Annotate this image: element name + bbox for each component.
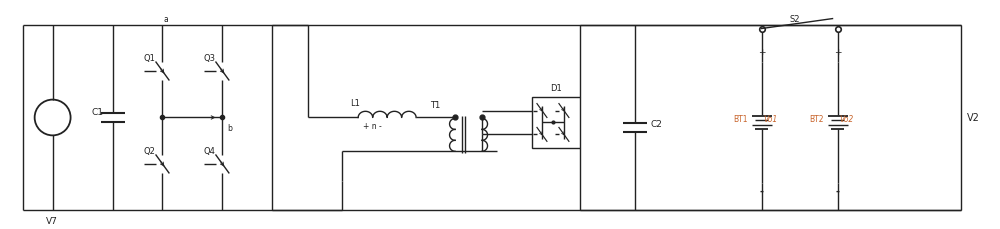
Text: Vo1: Vo1 — [764, 115, 778, 124]
Text: +: + — [758, 48, 765, 57]
Text: Vo2: Vo2 — [840, 115, 854, 124]
Text: C1: C1 — [92, 107, 104, 116]
Text: V2: V2 — [967, 113, 980, 123]
Text: Q2: Q2 — [143, 146, 155, 155]
Text: BT1: BT1 — [733, 115, 748, 124]
Text: V7: V7 — [46, 216, 58, 225]
Text: Q4: Q4 — [203, 146, 215, 155]
Text: L1: L1 — [350, 99, 360, 108]
Text: -: - — [760, 186, 764, 196]
Text: -: - — [836, 186, 840, 196]
Text: D1: D1 — [550, 83, 562, 92]
Text: + n -: + n - — [363, 121, 382, 130]
Text: Q3: Q3 — [203, 54, 215, 63]
Text: +: + — [834, 48, 841, 57]
Text: b: b — [227, 124, 232, 133]
Bar — [532, 97, 580, 149]
Text: Q1: Q1 — [143, 54, 155, 63]
Text: T1: T1 — [430, 100, 440, 109]
Text: C2: C2 — [651, 120, 663, 129]
Text: a: a — [163, 14, 168, 23]
Text: S2: S2 — [789, 14, 800, 23]
Text: BT2: BT2 — [809, 115, 824, 124]
